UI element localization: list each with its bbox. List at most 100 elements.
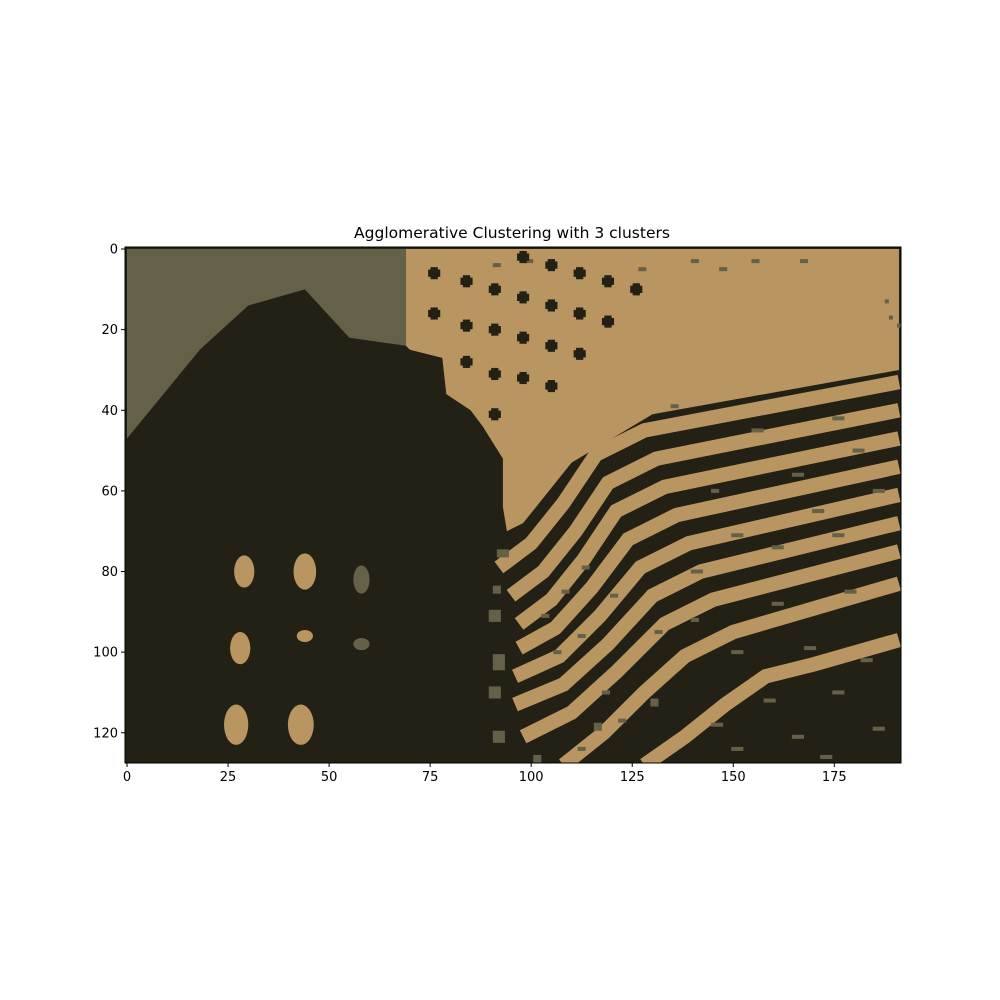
speckle-14 xyxy=(577,634,586,639)
x-tick-label-50: 50 xyxy=(321,770,338,785)
speckle-8 xyxy=(593,722,602,731)
speckle-4 xyxy=(492,654,505,671)
cluster-speckles-layer xyxy=(488,259,901,763)
dark-dot-1 xyxy=(428,267,441,280)
dark-dot-15 xyxy=(488,367,501,381)
dark-dot-20 xyxy=(545,259,558,272)
cluster-dots-layer xyxy=(428,251,643,421)
speckle-41 xyxy=(618,718,627,723)
olive-blobs-bottom-left-1 xyxy=(353,565,370,594)
speckle-15 xyxy=(610,593,619,598)
speckle-2 xyxy=(492,585,501,594)
stripe-1 xyxy=(494,374,901,574)
dark-dot-13 xyxy=(573,347,586,360)
speckle-25 xyxy=(751,428,764,433)
dark-dot-16 xyxy=(517,371,530,385)
x-tick-label-25: 25 xyxy=(220,770,237,785)
speckle-22 xyxy=(711,488,720,493)
stripe-3 xyxy=(514,431,901,630)
x-tick-label-75: 75 xyxy=(422,770,439,785)
speckle-47 xyxy=(638,267,647,272)
speckle-29 xyxy=(601,690,610,695)
dark-dot-21 xyxy=(573,267,586,280)
dark-dot-5 xyxy=(545,299,558,312)
y-tick-label-40: 40 xyxy=(101,404,118,419)
speckle-5 xyxy=(488,686,501,699)
plot-area xyxy=(125,247,901,763)
tan-blobs-bottom-left-5 xyxy=(224,704,249,745)
speckle-49 xyxy=(719,267,728,272)
y-tick-label-80: 80 xyxy=(101,565,118,580)
speckle-3 xyxy=(488,609,501,622)
speckle-16 xyxy=(690,569,703,574)
dark-dot-22 xyxy=(601,275,615,288)
speckle-31 xyxy=(771,601,784,606)
speckle-28 xyxy=(654,629,663,634)
x-axis: 0 25 50 75 100 125 150 175 xyxy=(123,763,847,785)
dark-dot-7 xyxy=(601,315,615,328)
x-tick-label-100: 100 xyxy=(519,770,544,785)
dark-dot-18 xyxy=(488,408,501,421)
speckle-51 xyxy=(799,259,809,264)
region-olive-top-left xyxy=(127,249,406,439)
x-tick-label-175: 175 xyxy=(822,770,847,785)
speckle-9 xyxy=(650,698,659,707)
dark-dot-3 xyxy=(488,283,501,296)
speckle-53 xyxy=(888,315,893,320)
speckle-37 xyxy=(832,690,845,695)
y-tick-label-60: 60 xyxy=(101,484,118,499)
dark-dot-17 xyxy=(545,380,558,393)
speckle-18 xyxy=(832,533,845,538)
speckle-10 xyxy=(541,613,550,618)
dark-dot-9 xyxy=(460,319,473,332)
tan-blobs-bottom-left-4 xyxy=(296,629,313,643)
speckle-6 xyxy=(492,730,505,743)
dark-dot-2 xyxy=(460,275,473,288)
tan-blobs-bottom-left-2 xyxy=(293,553,317,590)
dark-dot-23 xyxy=(630,283,643,296)
y-axis: 0 20 40 60 80 100 120 xyxy=(93,243,125,741)
speckle-32 xyxy=(844,589,857,594)
stripe-5 xyxy=(512,487,901,683)
speckle-42 xyxy=(577,746,586,751)
region-tan-upper-right xyxy=(405,249,899,532)
speckle-38 xyxy=(711,722,724,727)
cluster-stripes-layer xyxy=(494,374,901,763)
speckle-7 xyxy=(533,754,542,763)
speckle-13 xyxy=(553,650,562,655)
dark-dot-10 xyxy=(488,323,501,336)
speckle-26 xyxy=(832,416,845,421)
speckle-33 xyxy=(731,650,744,655)
plot-frame xyxy=(124,246,902,764)
speckle-46 xyxy=(525,259,534,264)
stripe-4 xyxy=(515,459,901,655)
dark-dot-12 xyxy=(545,339,558,352)
y-tick-label-20: 20 xyxy=(101,323,118,338)
speckle-50 xyxy=(751,259,760,264)
speckle-48 xyxy=(690,259,699,264)
speckle-54 xyxy=(896,323,901,328)
y-tick-label-0: 0 xyxy=(110,243,118,258)
dark-dot-19 xyxy=(517,251,530,264)
stripe-9 xyxy=(640,633,901,763)
cluster-blobs-layer xyxy=(224,553,370,745)
x-tick-label-0: 0 xyxy=(123,770,131,785)
dark-dot-8 xyxy=(428,307,441,320)
dark-dot-4 xyxy=(517,291,530,304)
cluster-regions-layer xyxy=(127,249,899,532)
speckle-34 xyxy=(804,646,817,651)
stripe-7 xyxy=(519,544,901,744)
tan-blobs-bottom-left-1 xyxy=(234,555,255,588)
speckle-35 xyxy=(860,658,873,663)
stripe-2 xyxy=(506,403,901,602)
speckle-30 xyxy=(690,617,699,622)
stripe-8 xyxy=(558,576,901,763)
speckle-23 xyxy=(791,472,804,477)
speckle-19 xyxy=(872,488,885,493)
speckle-20 xyxy=(812,509,825,514)
speckle-39 xyxy=(791,734,804,739)
x-tick-label-150: 150 xyxy=(721,770,746,785)
speckle-21 xyxy=(731,533,744,538)
speckle-11 xyxy=(561,589,570,594)
